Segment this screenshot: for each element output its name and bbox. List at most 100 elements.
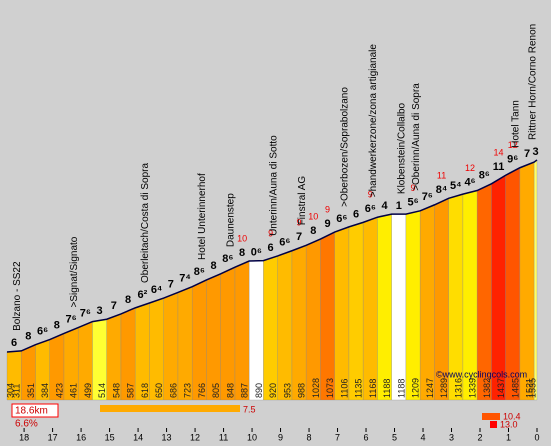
- gradient-label: 11: [493, 161, 505, 173]
- gradient-label: 9: [325, 218, 331, 230]
- altitude-label: 723: [183, 383, 193, 398]
- gradient-label: 9⁶: [507, 154, 518, 166]
- x-tick-label: 18: [19, 432, 29, 442]
- x-tick-label: 5: [392, 432, 397, 442]
- altitude-label: 311: [12, 384, 22, 398]
- segment: [505, 167, 521, 401]
- segment: [377, 213, 392, 401]
- segment: [192, 279, 207, 401]
- altitude-label: 548: [111, 383, 121, 398]
- gradient-label: 8: [211, 260, 217, 272]
- x-tick-label: 7: [335, 432, 340, 442]
- place-name: Daunenstep: [226, 193, 237, 247]
- altitude-label: 1289: [439, 378, 449, 398]
- altitude-label: 1188: [396, 379, 406, 398]
- x-tick-label: 16: [76, 432, 86, 442]
- distance-label: 18.6km: [15, 406, 48, 417]
- altitude-label: 1188: [382, 379, 392, 398]
- gradient-label: 8⁶: [222, 253, 233, 265]
- altitude-label: 805: [211, 383, 221, 398]
- segment: [420, 204, 435, 401]
- x-tick-label: 8: [307, 432, 312, 442]
- place-name: >Oberinn/Auna di Sopra: [411, 83, 422, 191]
- max-gradient-label: 9: [268, 228, 273, 238]
- max-100m-bar: [490, 421, 497, 428]
- segment: [334, 226, 350, 401]
- gradient-label: 6⁶: [365, 203, 376, 215]
- place-name: >Oberbozen/Soprabolzano: [340, 87, 351, 207]
- altitude-label: 618: [140, 383, 150, 398]
- gradient-label: 4⁶: [464, 176, 475, 188]
- place-name: Finstral AG: [297, 176, 308, 226]
- gradient-label: 3: [533, 146, 539, 158]
- gradient-label: 6: [353, 208, 359, 220]
- x-tick-label: 12: [190, 432, 200, 442]
- x-tick-label: 6: [364, 432, 369, 442]
- altitude-label: 1382: [482, 378, 492, 398]
- gradient-label: 8: [310, 225, 316, 237]
- altitude-label: 766: [197, 383, 207, 398]
- credit: ©www.cyclingcols.com: [436, 369, 527, 379]
- altitude-label: 920: [268, 383, 278, 398]
- gradient-label: 7⁴: [179, 273, 191, 285]
- place-name: >handwerkerzone/zona artigianale: [368, 44, 379, 198]
- max-gradient-label: 12: [508, 140, 518, 150]
- gradient-label: 8⁴: [436, 184, 448, 196]
- max-km-label: 7.5: [243, 404, 256, 414]
- gradient-label: 7: [296, 231, 302, 243]
- x-tick-label: 2: [478, 432, 483, 442]
- segment: [249, 260, 264, 401]
- altitude-label: 1437: [496, 378, 506, 398]
- place-name: Hotel Unterinnerhof: [197, 173, 208, 260]
- x-tick-label: 1: [506, 432, 511, 442]
- place-name: Oberleitach/Costa di Sopra: [140, 163, 151, 284]
- segment: [220, 266, 236, 401]
- segment: [348, 222, 364, 401]
- gradient-label: 8: [54, 319, 60, 331]
- max-gradient-label: 10: [308, 211, 318, 221]
- max-500m-label: 10.4: [503, 411, 521, 421]
- altitude-label: 953: [282, 383, 292, 398]
- altitude-label: 304: [5, 383, 15, 398]
- altitude-label: 1521: [525, 378, 535, 398]
- gradient-label: 5⁴: [450, 180, 462, 192]
- altitude-label: 848: [225, 383, 235, 398]
- altitude-label: 1106: [339, 379, 349, 398]
- segment: [491, 174, 506, 401]
- altitude-label: 514: [97, 383, 107, 398]
- x-tick-label: 3: [449, 432, 454, 442]
- place-name: Rittner Horn/Corno Renon: [528, 24, 539, 140]
- distance-box: [11, 403, 59, 418]
- altitude-label: 499: [83, 383, 93, 398]
- gradient-label: 8: [25, 331, 31, 343]
- altitude-label: 1247: [425, 378, 435, 398]
- x-tick-label: 14: [133, 432, 143, 442]
- altitude-label: 423: [54, 383, 64, 398]
- avg-gradient-label: 6.6%: [15, 419, 38, 430]
- altitude-label: 351: [26, 383, 36, 398]
- gradient-label: 8: [125, 294, 131, 306]
- max-100m-label: 13.0: [500, 419, 518, 429]
- gradient-label: 6: [11, 337, 17, 349]
- max-gradient-label: 9: [411, 183, 416, 193]
- gradient-label: 6: [268, 242, 274, 254]
- x-tick-label: 10: [247, 432, 257, 442]
- gradient-label: 7⁶: [80, 307, 91, 319]
- place-name: Bolzano - SS22: [12, 261, 23, 331]
- gradient-label: 8: [239, 247, 245, 259]
- max-gradient-label: 14: [494, 148, 504, 158]
- x-tick-label: 0: [534, 432, 539, 442]
- altitude-label: 461: [69, 383, 79, 398]
- altitude-label: 887: [240, 383, 250, 398]
- gradient-label: 6⁶: [336, 213, 347, 225]
- altitude-label: 1485: [510, 378, 520, 398]
- x-tick-label: 17: [48, 432, 58, 442]
- segment: [477, 183, 492, 401]
- max-gradient-label: 9: [325, 204, 330, 214]
- gradient-label: 4: [381, 200, 388, 212]
- altitude-label: 988: [297, 383, 307, 398]
- altitude-label: 1339: [468, 378, 478, 398]
- gradient-label: 6⁴: [151, 284, 163, 296]
- segment: [206, 273, 221, 401]
